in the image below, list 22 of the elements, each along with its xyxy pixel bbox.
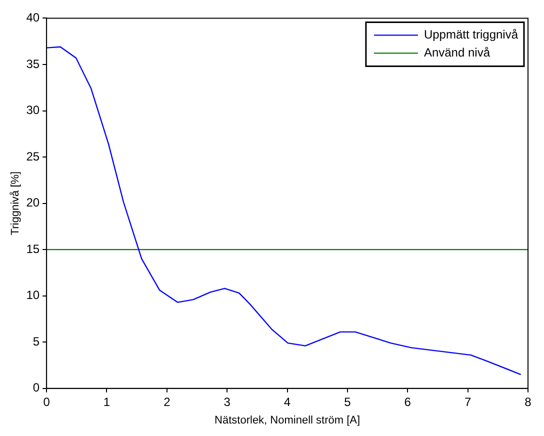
y-tick-label: 5 [32, 334, 40, 348]
x-tick-label: 7 [464, 394, 472, 409]
x-tick-label: 8 [524, 394, 532, 409]
y-tick-label: 0 [32, 380, 40, 395]
x-tick-label: 6 [404, 394, 412, 409]
legend-label: Uppmätt triggnivå [424, 28, 518, 42]
x-tick-label: 4 [284, 394, 291, 409]
legend-label: Använd nivå [424, 46, 490, 60]
y-tick-label: 25 [26, 149, 40, 164]
y-tick-label: 15 [26, 242, 40, 256]
y-tick-label: 30 [26, 103, 40, 118]
y-axis-title: Triggnivå [%] [10, 171, 22, 236]
x-tick-label: 5 [344, 394, 352, 409]
y-tick-label: 40 [26, 10, 40, 25]
y-tick-label: 10 [26, 288, 40, 302]
x-axis-title: Nätstorlek, Nominell ström [A] [214, 414, 360, 426]
x-tick-label: 0 [43, 394, 50, 409]
y-tick-label: 20 [26, 196, 40, 210]
x-tick-label: 1 [103, 394, 110, 409]
y-tick-label: 35 [26, 56, 40, 71]
x-tick-label: 3 [224, 394, 231, 409]
x-tick-label: 2 [164, 394, 171, 409]
